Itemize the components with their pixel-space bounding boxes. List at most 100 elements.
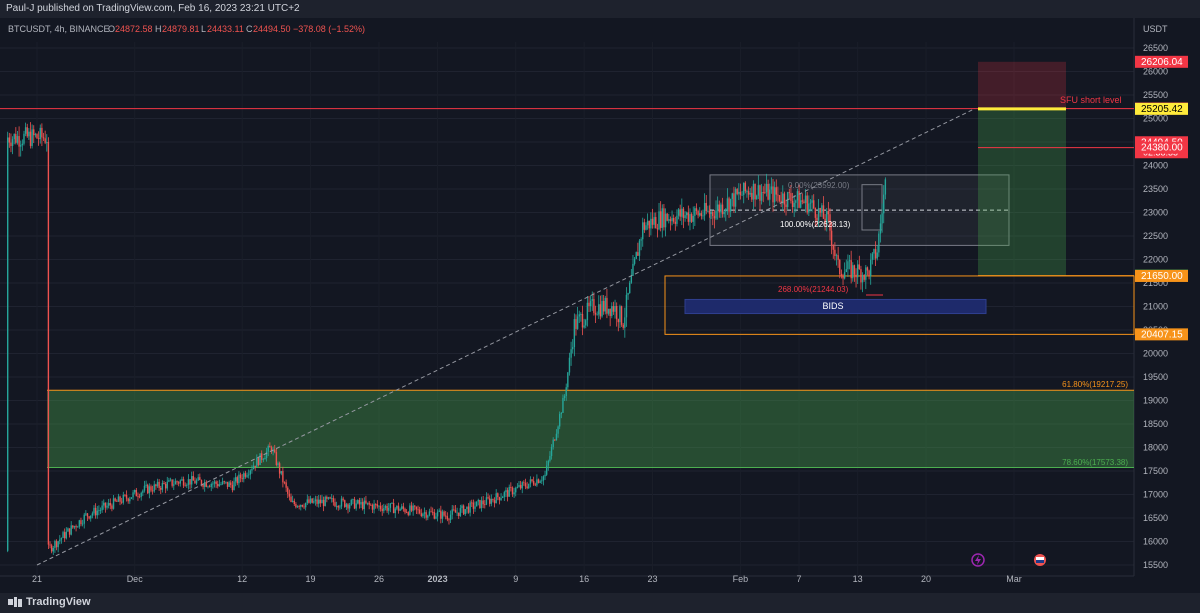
candle-body: [622, 324, 624, 328]
candle-body: [515, 487, 517, 493]
candle-body: [283, 482, 286, 484]
legend-low: 24433.11: [207, 24, 244, 34]
candle-body: [199, 477, 201, 481]
candle-body: [819, 208, 821, 213]
candle-body: [409, 505, 411, 515]
candle-body: [122, 494, 125, 503]
candle-body: [572, 347, 574, 350]
candle-body: [523, 482, 525, 484]
candle-body: [801, 200, 804, 202]
candle-body: [285, 482, 287, 488]
candle-body: [681, 208, 683, 217]
candle-body: [545, 465, 548, 475]
candle-body: [866, 267, 869, 271]
candle-body: [863, 275, 865, 280]
x-tick-label: 16: [579, 574, 589, 584]
candle-body: [288, 493, 291, 497]
candle-body: [686, 212, 688, 216]
candle-body: [88, 516, 90, 519]
candle-body: [568, 357, 571, 373]
candle-body: [174, 481, 177, 485]
y-tick-label: 18500: [1143, 419, 1168, 429]
candle-body: [648, 220, 650, 229]
candle-body: [565, 387, 567, 397]
candle-body: [536, 479, 538, 486]
candle-body: [642, 222, 644, 240]
candle-body: [718, 204, 720, 213]
x-tick-label: 21: [32, 574, 42, 584]
candle-body: [368, 502, 370, 505]
candle-body: [238, 474, 240, 484]
candle-body: [692, 215, 694, 222]
candle-body: [306, 499, 309, 503]
candle-body: [790, 193, 792, 201]
candle-body: [405, 512, 408, 514]
candle-body: [233, 481, 235, 491]
candle-body: [596, 314, 598, 316]
candle-body: [606, 297, 608, 314]
candle-body: [860, 269, 862, 283]
candle-body: [485, 497, 488, 505]
candle-body: [166, 481, 168, 489]
candle-body: [70, 525, 72, 535]
candle-body: [282, 471, 284, 483]
price-chart[interactable]: 15500 16000 16500 17000 17500 18000 18500 19000…: [0, 18, 1200, 593]
candle-body: [322, 499, 325, 507]
candle-body: [340, 498, 343, 507]
candle-body: [192, 476, 195, 481]
candle-body: [327, 497, 330, 499]
candle-body: [853, 265, 856, 275]
candle-body: [664, 213, 667, 228]
x-tick-label: 13: [853, 574, 863, 584]
candle-body: [484, 504, 486, 506]
candle-body: [347, 504, 349, 509]
candle-body: [213, 481, 216, 484]
flag-icon[interactable]: [1034, 554, 1046, 566]
candle-body: [109, 503, 111, 506]
candle-body: [31, 129, 33, 146]
candle-body: [231, 484, 234, 491]
candle-body: [731, 193, 733, 199]
candle-body: [524, 483, 527, 487]
candle-body: [202, 484, 204, 487]
candle-body: [609, 308, 611, 317]
candle-body: [26, 127, 28, 137]
candle-body: [747, 191, 750, 195]
candle-body: [422, 513, 424, 517]
candle-body: [773, 187, 776, 203]
candle-body: [15, 134, 17, 143]
candle-body: [822, 205, 825, 219]
candle-body: [456, 512, 458, 514]
candle-body: [699, 213, 701, 216]
candle-body: [6, 137, 9, 551]
price-label-text: 24380.00: [1141, 143, 1183, 154]
candle-body: [651, 218, 654, 225]
candle-body: [77, 526, 79, 528]
candle-body: [234, 477, 237, 482]
candle-body: [50, 545, 53, 552]
candle-body: [63, 532, 66, 539]
candle-body: [464, 509, 466, 515]
legend-change: −378.08 (−1.52%): [293, 24, 365, 34]
candle-body: [834, 249, 836, 256]
candle-body: [130, 497, 133, 499]
candle-body: [816, 217, 818, 221]
candle-body: [674, 221, 677, 224]
candle-body: [762, 192, 764, 193]
y-tick-label: 19500: [1143, 372, 1168, 382]
candle-body: [81, 523, 84, 525]
lightning-icon[interactable]: [971, 553, 985, 567]
candle-body: [269, 445, 271, 448]
fib-100-label: 100.00%(22628.13): [780, 220, 851, 229]
candle-body: [443, 511, 445, 516]
candle-body: [770, 186, 773, 190]
candle-body: [171, 479, 173, 486]
candle-body: [881, 213, 883, 224]
candle-body: [635, 252, 637, 259]
candle-body: [736, 189, 738, 194]
candle-body: [707, 210, 709, 212]
candle-body: [627, 293, 629, 295]
candle-body: [37, 138, 40, 140]
sfu-short-label: SFU short level: [1060, 95, 1122, 105]
candle-body: [734, 189, 737, 207]
